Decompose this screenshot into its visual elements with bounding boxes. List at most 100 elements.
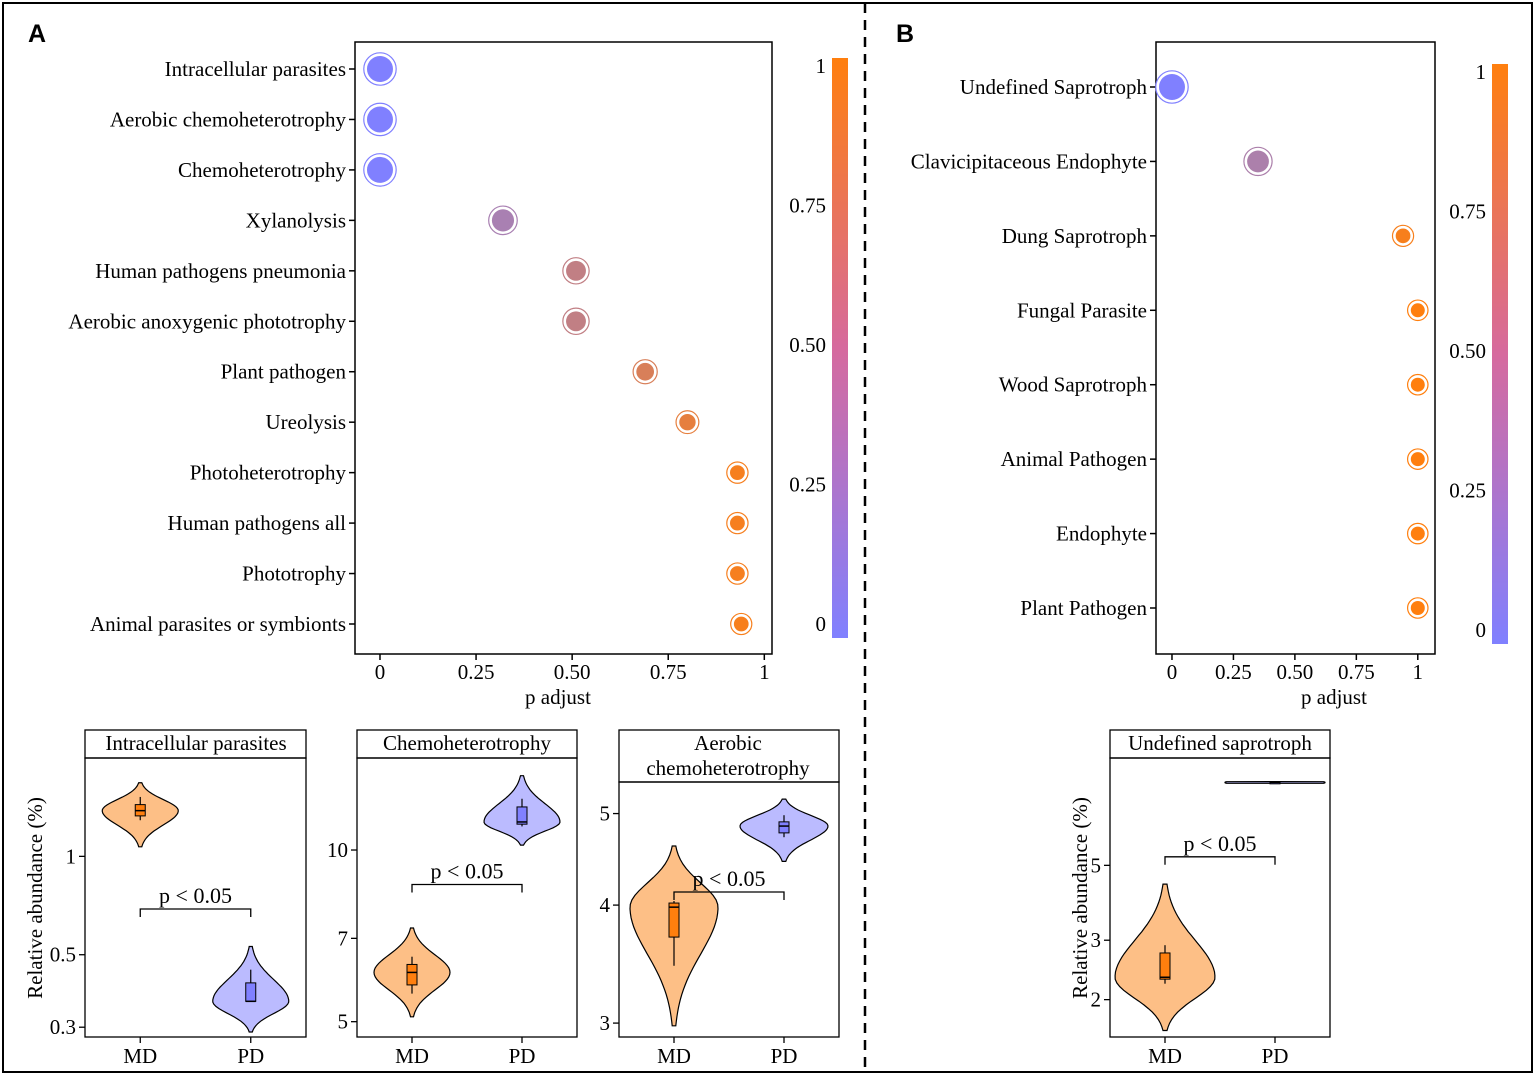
dotA-colorbar-label: 0.25 [789,473,826,497]
vio2-box-md [406,963,418,986]
vio2-title-strip [356,729,578,759]
dotA-category-label: Chemoheterotrophy [178,158,346,182]
dotB-dot [1410,526,1425,541]
dotB-dot [1247,150,1269,173]
dotA-dot [729,465,745,481]
vio4-significance-label: p < 0.05 [1184,831,1257,856]
dotA-dot [566,311,586,332]
vio4-xtick-label: MD [1148,1044,1182,1068]
dotB-dot [1395,228,1411,244]
vio3-frame [618,781,840,1038]
dotB-category-label: Fungal Parasite [1017,298,1147,322]
violin-undefined-saprotroph: Relative abundance (%) 2 3 5 MD PD p < 0.05 Un… [1068,729,1331,1068]
vio3-ytick-label: 5 [600,802,611,826]
dotA-dot [566,260,586,281]
dotA-dot [733,616,749,632]
dotB-dot [1410,601,1425,615]
vio2-frame [356,757,578,1038]
vio1-xtick-label: PD [237,1044,264,1068]
dotA-frame [354,41,773,655]
vio1-title-strip [84,729,307,759]
vio2-ytick-label: 5 [338,1010,349,1034]
dot-a-xlabel: p adjust [525,685,591,709]
violin-chemoheterotrophy: 5 7 10 MD PD p < 0.05 Chemoheterotrophy [327,729,578,1068]
vio2-ytick-label: 10 [327,838,348,862]
dotB-xtick-label: 1 [1413,660,1424,684]
vio1-frame [84,757,307,1038]
dotA-category-label: Animal parasites or symbionts [90,612,346,636]
dotB-category-label: Animal Pathogen [1001,447,1148,471]
violin-1-ylabel: Relative abundance (%) [23,797,47,999]
dotB-colorbar-label: 1 [1476,60,1487,84]
panel-label-a: A [28,20,46,48]
colorbar-a: 0 0.25 0.50 0.75 1 [789,54,848,638]
dotA-dot [366,106,393,133]
dotB-dot [1158,74,1185,100]
dotA-category-label: Photoheterotrophy [190,461,347,485]
vio1-box-pd [245,982,257,1002]
dotA-category-label: Phototrophy [242,562,346,586]
dotA-dot [729,566,745,581]
vio3-xtick-label: MD [657,1044,691,1068]
vio1-ytick-label: 0.3 [50,1015,76,1039]
dot-b-xlabel: p adjust [1301,685,1367,709]
vio3-title-strip [618,729,840,783]
dotA-category-label: Intracellular parasites [165,57,346,81]
vio2-significance-label: p < 0.05 [431,859,504,884]
dotA-dot [729,515,745,531]
dotA-xtick-label: 0.25 [458,660,495,684]
dotB-colorbar-gradient [1492,64,1508,644]
dotA-xtick-label: 1 [759,660,770,684]
dotA-category-label: Plant pathogen [221,360,347,384]
dotB-colorbar-label: 0.50 [1449,339,1486,363]
dotA-category-label: Aerobic anoxygenic phototrophy [68,309,346,333]
vio1-significance-label: p < 0.05 [159,883,232,908]
dotB-category-label: Undefined Saprotroph [960,75,1148,99]
dotA-colorbar-label: 1 [816,54,827,78]
dot-plot-a: p adjust 0 0.25 0.50 0.75 1 Intracellular par… [68,41,773,709]
vio2-box-pd [516,806,528,825]
vio4-xtick-label: PD [1262,1044,1289,1068]
dotA-colorbar-gradient [832,58,848,638]
violin-intracellular-parasites: Relative abundance (%) 0.3 0.5 1 MD PD p < 0.… [23,729,307,1068]
dotA-xtick-label: 0 [375,660,386,684]
vio4-ytick-label: 5 [1091,853,1102,877]
violin-2-title: Chemoheterotrophy [383,731,551,755]
vio1-ytick-label: 1 [66,844,77,868]
vio3-xtick-label: PD [771,1044,798,1068]
panel-label-b: B [896,20,914,48]
vio3-box-pd [778,821,790,834]
violin-aerobic-chemoheterotrophy: 3 4 5 MD PD p < 0.05 Aerobic chemoheterotrophy [600,729,840,1068]
vio3-ytick-label: 4 [600,893,611,917]
vio4-ytick-label: 3 [1091,928,1102,952]
violin-3-title-line-1: Aerobic [694,731,762,755]
dotA-dot [366,156,393,183]
dotB-frame [1155,41,1436,655]
dotB-dot [1410,452,1425,467]
dotB-category-label: Endophyte [1056,522,1147,546]
vio3-ytick-label: 3 [600,1011,611,1035]
dotB-xtick-label: 0 [1167,660,1178,684]
dotA-dot [636,362,655,381]
violin-1-title: Intracellular parasites [105,731,286,755]
violin-4-title: Undefined saprotroph [1128,731,1312,755]
dotA-dot [366,56,393,82]
vio4-significance-bracket [1164,856,1276,865]
dotB-category-label: Clavicipitaceous Endophyte [911,149,1147,173]
vio2-ytick-label: 7 [338,926,349,950]
dotA-category-label: Xylanolysis [246,208,346,232]
violin-4-ylabel: Relative abundance (%) [1068,797,1092,999]
vio3-significance-label: p < 0.05 [693,866,766,891]
vio4-frame [1109,757,1331,1038]
dotA-xtick-label: 0.50 [554,660,591,684]
violin-3-title-line-2: chemoheterotrophy [646,756,810,780]
dotA-colorbar-label: 0.75 [789,194,826,218]
vio4-ytick-label: 2 [1091,988,1102,1012]
dotA-category-label: Ureolysis [266,410,347,434]
dotA-xtick-label: 0.75 [650,660,687,684]
vio3-box-md [668,902,680,938]
dotB-xtick-label: 0.75 [1338,660,1375,684]
vio1-significance-bracket [139,908,252,918]
dotA-category-label: Human pathogens pneumonia [95,259,346,283]
